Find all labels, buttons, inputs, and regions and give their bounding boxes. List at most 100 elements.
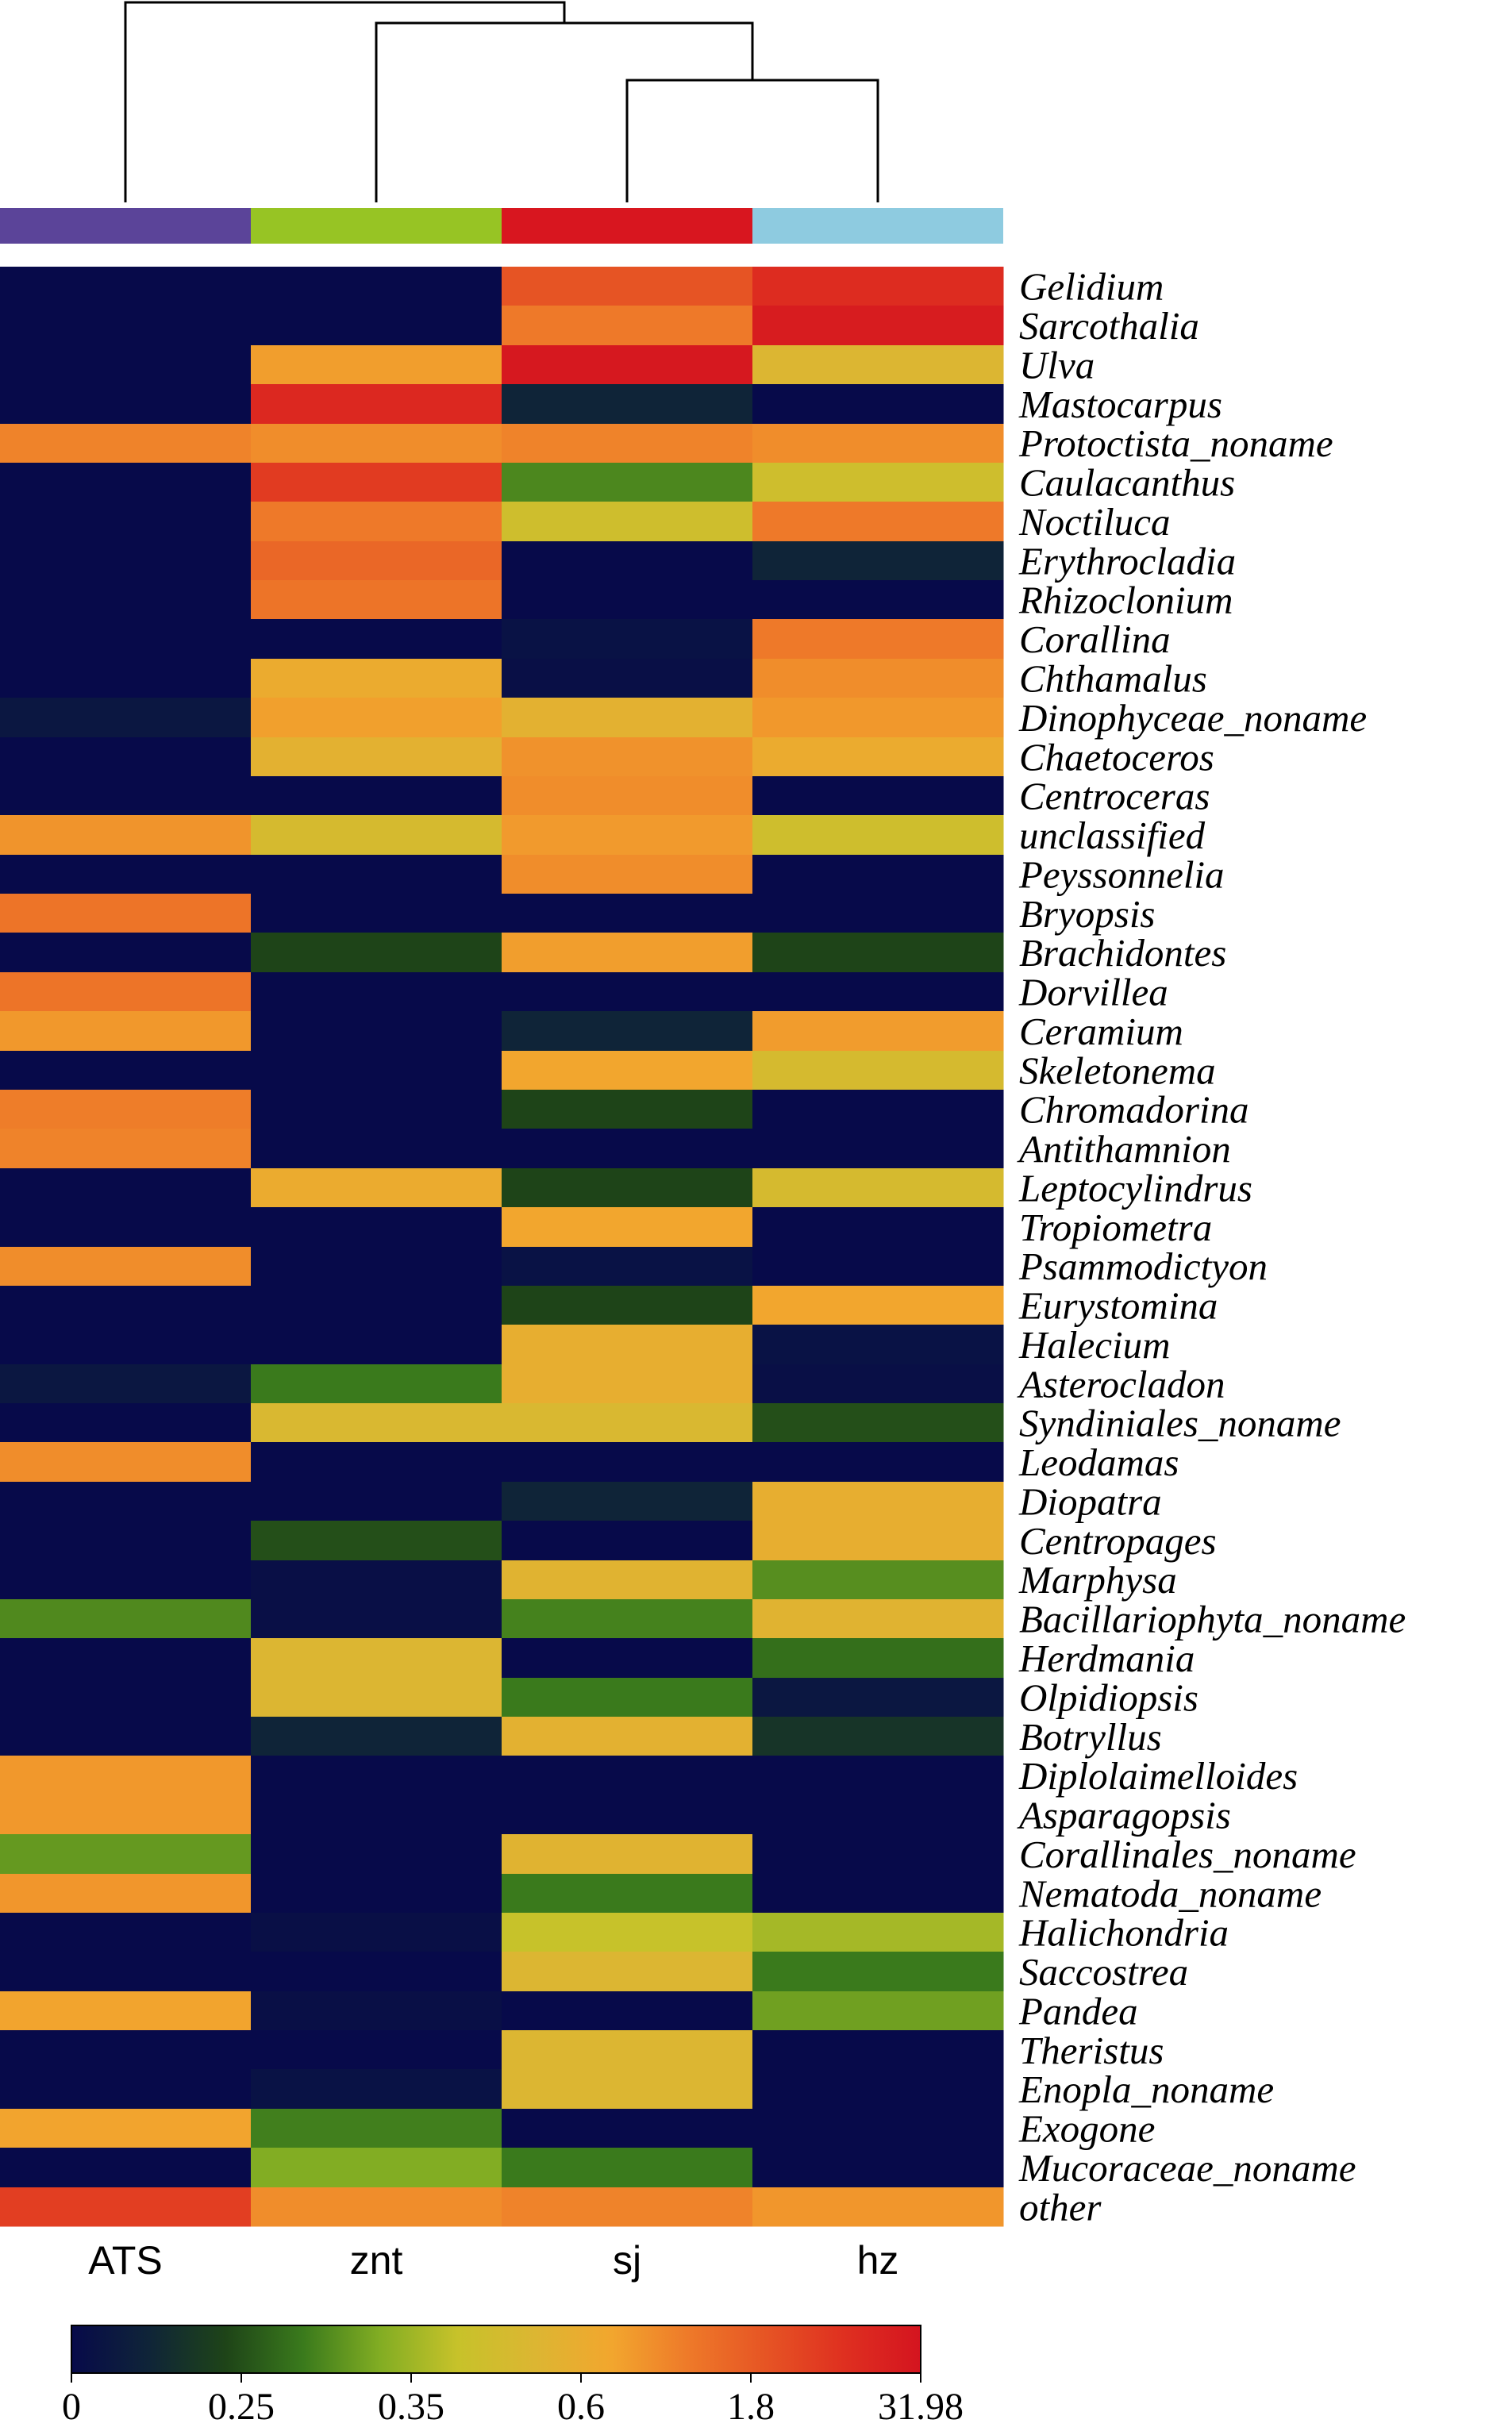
cell-Noctiluca-znt — [251, 502, 502, 542]
cell-Herdmania-sj — [502, 1638, 753, 1679]
cell-Olpidiopsis-znt — [251, 1678, 502, 1717]
cell-Pandea-znt — [251, 1991, 502, 2031]
cell-Eurystomina-sj — [502, 1286, 753, 1325]
cell-Bryopsis-sj — [502, 894, 753, 933]
cell-Centropages-znt — [251, 1521, 502, 1561]
row-label: Nematoda_noname — [1018, 1871, 1322, 1915]
cell-Skeletonema-sj — [502, 1051, 753, 1090]
row-label: Olpidiopsis — [1019, 1675, 1198, 1719]
row-label: Chthamalus — [1019, 656, 1207, 700]
cell-unclassified-ATS — [0, 815, 252, 856]
row-label: Chaetoceros — [1019, 735, 1214, 779]
cell-Botryllus-sj — [502, 1717, 753, 1756]
row-label: Saccostrea — [1019, 1950, 1188, 1994]
cell-Peyssonnelia-znt — [251, 855, 502, 894]
cell-Bacillariophyta_noname-hz — [752, 1599, 1004, 1639]
cell-Antithamnion-znt — [251, 1129, 502, 1169]
cell-Chthamalus-ATS — [0, 659, 252, 698]
cell-Herdmania-hz — [752, 1638, 1004, 1679]
cell-Mucoraceae_noname-ATS — [0, 2148, 252, 2188]
cell-Chthamalus-hz — [752, 659, 1004, 698]
cell-Halichondria-hz — [752, 1913, 1004, 1952]
cell-Leptocylindrus-ATS — [0, 1168, 252, 1208]
cell-Asparagopsis-znt — [251, 1795, 502, 1835]
cell-Mucoraceae_noname-znt — [251, 2148, 502, 2188]
color-legend: 0 0.25 0.35 0.6 1.8 31.98 — [62, 2325, 964, 2428]
cell-Corallina-hz — [752, 619, 1004, 660]
cell-Centroceras-ATS — [0, 776, 252, 816]
cell-Dorvillea-znt — [251, 972, 502, 1012]
cell-Theristus-hz — [752, 2030, 1004, 2070]
cell-Brachidontes-sj — [502, 933, 753, 973]
cell-Bryopsis-znt — [251, 894, 502, 933]
row-label: Caulacanthus — [1019, 461, 1235, 505]
cell-Sarcothalia-znt — [251, 306, 502, 346]
row-label: unclassified — [1019, 814, 1206, 857]
cell-Chthamalus-sj — [502, 659, 753, 698]
cell-Olpidiopsis-sj — [502, 1678, 753, 1717]
cell-Caulacanthus-hz — [752, 463, 1004, 502]
cell-unclassified-znt — [251, 815, 502, 856]
cell-Botryllus-hz — [752, 1717, 1004, 1756]
cell-Peyssonnelia-hz — [752, 855, 1004, 894]
cell-Centropages-sj — [502, 1521, 753, 1561]
row-label: Bryopsis — [1019, 892, 1156, 936]
row-label: Noctiluca — [1018, 500, 1171, 544]
row-label: Asterocladon — [1017, 1362, 1225, 1406]
cell-Centroceras-znt — [251, 776, 502, 816]
cell-Protoctista_noname-ATS — [0, 424, 252, 464]
cell-Pandea-ATS — [0, 1991, 252, 2031]
colorbar-tick-label: 0 — [62, 2386, 81, 2428]
cell-Syndiniales_noname-znt — [251, 1403, 502, 1443]
cell-Botryllus-ATS — [0, 1717, 252, 1756]
cell-Psammodictyon-sj — [502, 1247, 753, 1287]
cell-Chaetoceros-sj — [502, 737, 753, 777]
row-label: Gelidium — [1019, 265, 1164, 309]
cell-Marphysa-sj — [502, 1560, 753, 1600]
cell-Bacillariophyta_noname-znt — [251, 1599, 502, 1639]
row-label: Protoctista_noname — [1018, 421, 1333, 465]
row-label: Halecium — [1018, 1323, 1171, 1367]
cell-Diopatra-hz — [752, 1482, 1004, 1521]
cell-Exogone-sj — [502, 2109, 753, 2148]
cell-Peyssonnelia-sj — [502, 855, 753, 894]
group-color-ATS — [0, 208, 251, 244]
column-dendrogram — [124, 1, 879, 202]
cell-Halecium-hz — [752, 1325, 1004, 1365]
colorbar-tick-label: 31.98 — [878, 2386, 964, 2428]
cell-Skeletonema-ATS — [0, 1051, 252, 1090]
row-label: Brachidontes — [1019, 931, 1226, 975]
cell-Bryopsis-hz — [752, 894, 1004, 933]
cell-Corallinales_noname-ATS — [0, 1834, 252, 1875]
colorbar-tick-label: 0.6 — [557, 2386, 605, 2428]
cell-Asterocladon-hz — [752, 1364, 1004, 1404]
dendrogram-branch-root — [124, 1, 566, 202]
row-label: Peyssonnelia — [1018, 852, 1225, 896]
row-label: Eurystomina — [1018, 1284, 1218, 1328]
cell-Rhizoclonium-znt — [251, 580, 502, 620]
cell-Enopla_noname-znt — [251, 2069, 502, 2110]
cell-Brachidontes-hz — [752, 933, 1004, 973]
cell-Pandea-hz — [752, 1991, 1004, 2031]
cell-Botryllus-znt — [251, 1717, 502, 1756]
cell-Corallinales_noname-hz — [752, 1834, 1004, 1875]
row-label: Exogone — [1018, 2107, 1155, 2151]
column-label: hz — [857, 2238, 899, 2283]
cell-Chromadorina-hz — [752, 1090, 1004, 1129]
cell-Nematoda_noname-hz — [752, 1874, 1004, 1914]
row-label: Antithamnion — [1017, 1127, 1231, 1171]
cell-Rhizoclonium-hz — [752, 580, 1004, 620]
cell-Dinophyceae_noname-ATS — [0, 698, 252, 738]
cell-Caulacanthus-znt — [251, 463, 502, 502]
cell-Diopatra-znt — [251, 1482, 502, 1521]
cell-Sarcothalia-hz — [752, 306, 1004, 346]
row-label: Halichondria — [1018, 1911, 1229, 1955]
cell-Protoctista_noname-znt — [251, 424, 502, 464]
cell-Diplolaimelloides-ATS — [0, 1756, 252, 1796]
cell-Halichondria-ATS — [0, 1913, 252, 1952]
cell-Halecium-sj — [502, 1325, 753, 1365]
cell-Saccostrea-sj — [502, 1952, 753, 1992]
cell-Psammodictyon-hz — [752, 1247, 1004, 1287]
cell-Diplolaimelloides-znt — [251, 1756, 502, 1796]
